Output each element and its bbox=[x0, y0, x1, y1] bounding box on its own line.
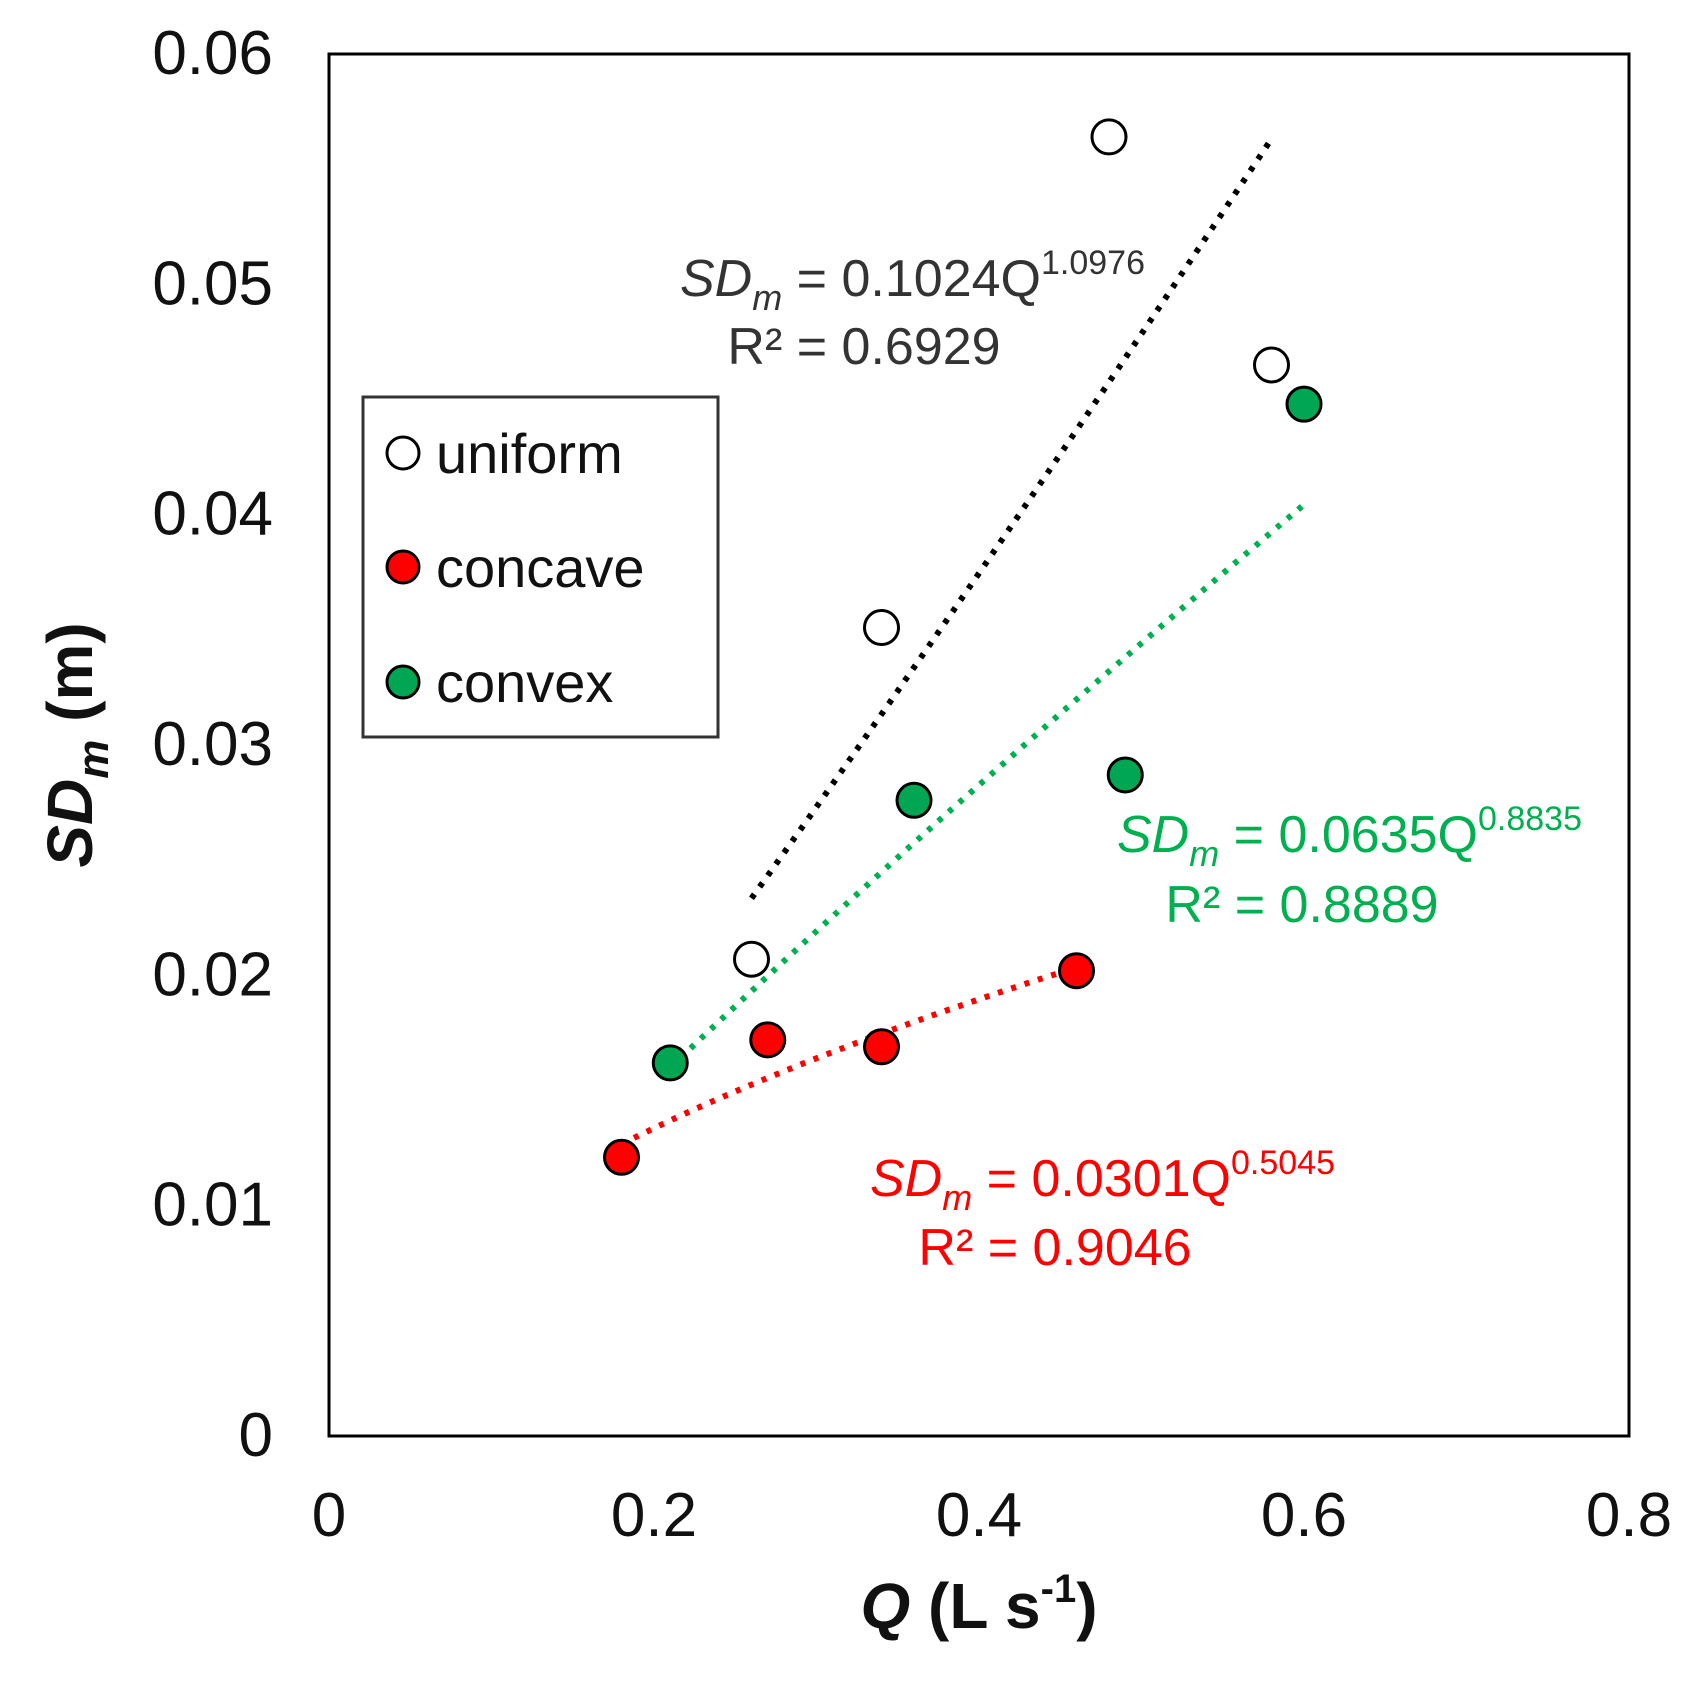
concave-eq-coef: = 0.0301Q bbox=[972, 1150, 1231, 1208]
data-point-concave bbox=[1058, 952, 1095, 990]
svg-text:SDm = 0.1024Q1.0976: SDm = 0.1024Q1.0976 bbox=[680, 244, 1145, 318]
y-tick-label: 0.01 bbox=[152, 1171, 273, 1240]
uniform-eq-exp: 1.0976 bbox=[1041, 244, 1145, 282]
data-point-concave bbox=[749, 1021, 787, 1059]
legend-box bbox=[361, 395, 720, 739]
x-tick-label: 0.6 bbox=[1261, 1481, 1347, 1550]
convex-eq-exp: 0.8835 bbox=[1478, 800, 1582, 838]
x-axis-label-close: ) bbox=[1076, 1570, 1097, 1642]
data-point-convex bbox=[895, 781, 933, 819]
uniform-equation: SDm = 0.1024Q1.0976 R² = 0.6929 bbox=[680, 244, 1145, 376]
svg-text:SDm = 0.0301Q0.5045: SDm = 0.0301Q0.5045 bbox=[870, 1144, 1335, 1218]
x-axis-ticks: 0 0.2 0.4 0.6 0.8 bbox=[312, 1481, 1672, 1550]
data-point-uniform bbox=[1090, 118, 1128, 156]
y-axis-label: SDm (m) bbox=[34, 622, 118, 867]
concave-eq-r2: R² = 0.9046 bbox=[918, 1219, 1191, 1277]
svg-text:SDm = 0.0635Q0.8835: SDm = 0.0635Q0.8835 bbox=[1117, 800, 1582, 874]
y-tick-label: 0 bbox=[239, 1401, 273, 1470]
uniform-eq-r2: R² = 0.6929 bbox=[727, 318, 1000, 376]
data-point-concave bbox=[603, 1138, 640, 1176]
concave-eq-lhs: SD bbox=[870, 1150, 942, 1208]
y-tick-label: 0.02 bbox=[152, 940, 273, 1009]
convex-eq-lhs: SD bbox=[1117, 806, 1189, 864]
data-point-convex bbox=[1106, 756, 1144, 794]
data-point-uniform bbox=[1253, 346, 1290, 384]
legend-label-convex: convex bbox=[436, 651, 613, 714]
uniform-eq-coef: = 0.1024Q bbox=[782, 250, 1041, 308]
data-point-uniform bbox=[733, 940, 770, 978]
uniform-eq-lhs: SD bbox=[680, 250, 752, 308]
y-tick-label: 0.06 bbox=[152, 19, 273, 88]
x-tick-label: 0 bbox=[312, 1481, 346, 1550]
legend-label-concave: concave bbox=[436, 536, 645, 599]
trendline-convex bbox=[668, 502, 1306, 1070]
data-points bbox=[603, 118, 1323, 1176]
concave-eq-exp: 0.5045 bbox=[1231, 1144, 1335, 1182]
y-tick-label: 0.04 bbox=[152, 480, 273, 549]
trendline-concave bbox=[620, 964, 1078, 1147]
convex-eq-coef: = 0.0635Q bbox=[1219, 806, 1478, 864]
convex-eq-r2: R² = 0.8889 bbox=[1165, 876, 1438, 934]
y-tick-label: 0.05 bbox=[152, 249, 273, 318]
convex-eq-sub: m bbox=[1189, 833, 1219, 874]
x-axis-label: Q (L s-1) bbox=[860, 1567, 1097, 1642]
data-point-concave bbox=[863, 1028, 900, 1066]
plot-area bbox=[327, 52, 1631, 1438]
y-axis-label-sub: m bbox=[69, 740, 118, 779]
uniform-eq-sub: m bbox=[752, 277, 782, 318]
x-tick-label: 0.8 bbox=[1586, 1481, 1672, 1550]
legend-marker-uniform bbox=[385, 435, 421, 471]
x-tick-label: 0.4 bbox=[936, 1481, 1022, 1550]
y-axis-label-unit: (m) bbox=[34, 622, 106, 739]
y-axis-label-main: SD bbox=[34, 779, 106, 868]
x-tick-label: 0.2 bbox=[611, 1481, 697, 1550]
x-axis-label-exp: -1 bbox=[1041, 1567, 1077, 1611]
legend-marker-convex bbox=[385, 664, 421, 700]
trend-lines bbox=[620, 137, 1306, 1147]
legend-label-uniform: uniform bbox=[436, 422, 623, 485]
concave-eq-sub: m bbox=[942, 1177, 972, 1218]
data-point-convex bbox=[1285, 385, 1323, 423]
convex-equation: SDm = 0.0635Q0.8835 R² = 0.8889 bbox=[1117, 800, 1582, 934]
y-axis-ticks: 0 0.01 0.02 0.03 0.04 0.05 0.06 bbox=[152, 19, 273, 1470]
x-axis-label-unit: (L s bbox=[910, 1570, 1040, 1642]
y-tick-label: 0.03 bbox=[152, 710, 273, 779]
concave-equation: SDm = 0.0301Q0.5045 R² = 0.9046 bbox=[870, 1144, 1335, 1277]
x-axis-label-main: Q bbox=[860, 1570, 910, 1642]
legend-marker-concave bbox=[385, 549, 421, 585]
data-point-convex bbox=[651, 1044, 689, 1082]
legend: uniform concave convex bbox=[361, 395, 720, 739]
data-point-uniform bbox=[863, 609, 900, 647]
